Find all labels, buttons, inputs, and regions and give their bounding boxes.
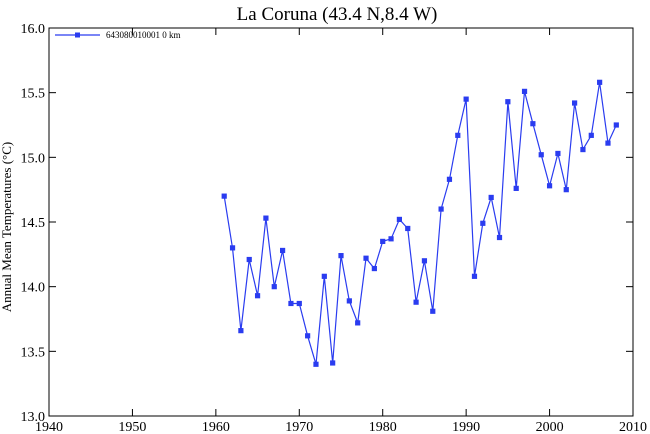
data-point [338,253,344,259]
x-tick-label: 1960 [202,420,230,434]
data-point [597,79,603,85]
data-point [221,193,227,199]
data-point [321,273,327,279]
data-point [505,99,511,105]
plot-frame [48,27,634,417]
x-tick-label: 2010 [619,420,647,434]
data-point [480,220,486,226]
data-point [613,122,619,128]
data-point [463,96,469,102]
x-tick-label: 1970 [285,420,313,434]
data-point [521,88,528,94]
data-point [513,185,519,191]
series-layer [221,79,619,367]
data-point [296,300,302,307]
data-point [280,247,286,254]
legend-label: 643080010001 0 km [106,30,181,40]
data-point [346,298,352,304]
x-tick-label: 1940 [35,420,63,434]
x-tick-label: 1990 [452,420,480,434]
series-line [223,82,617,365]
data-point [471,273,478,279]
data-point [455,132,461,138]
data-point [446,176,453,182]
data-point [430,308,436,314]
data-point [538,152,544,158]
x-tick-label: 2000 [536,420,564,434]
data-point [246,256,252,263]
data-point [305,333,311,339]
y-tick-label: 16.0 [21,22,46,37]
data-point [229,245,236,251]
data-point [363,255,369,261]
y-axis-label: Annual Mean Temperatures (°C) [0,142,14,312]
y-tick-label: 15.5 [21,87,46,102]
data-point [271,284,277,290]
y-tick-label: 15.0 [21,151,46,166]
data-point [572,100,578,106]
y-tick-label: 14.5 [21,216,46,231]
data-point [238,328,244,334]
data-point [555,150,561,157]
data-point [530,121,536,127]
data-point [488,194,494,201]
data-point [380,238,386,244]
data-point [254,293,261,299]
data-point [546,183,553,189]
data-point [263,215,269,221]
data-point [413,299,419,305]
data-point [605,140,611,146]
data-point [421,258,428,264]
data-point [580,146,586,153]
data-point [405,225,411,232]
y-tick-label: 13.5 [21,345,46,360]
data-point [438,206,444,212]
data-point [388,236,394,242]
data-point [330,360,336,366]
data-point [371,265,377,272]
data-point [313,361,319,367]
data-point [288,300,294,307]
x-tick-label: 1980 [369,420,397,434]
y-tick-label: 14.0 [21,281,46,296]
data-point [355,320,361,326]
data-point [588,132,594,138]
data-point [496,234,503,241]
data-point [563,187,569,193]
legend: 643080010001 0 km [55,30,181,40]
data-point [396,216,402,223]
legend-marker [75,32,80,38]
x-tick-label: 1950 [118,420,146,434]
axis-ticks: 1940 1950 1960 1970 1980 1990 2000 2010 13.0 13.5… [21,22,648,434]
y-tick-label: 13.0 [21,410,46,425]
chart-title: La Coruna (43.4 N,8.4 W) [237,4,438,25]
